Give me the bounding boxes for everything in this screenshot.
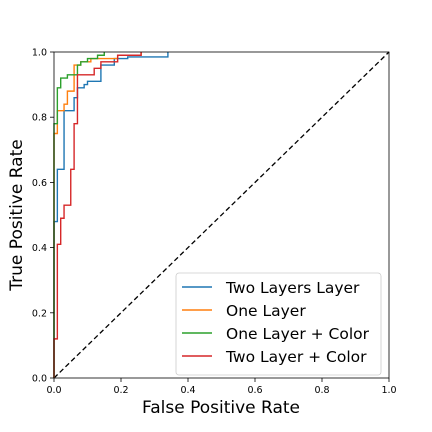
x-axis-label: False Positive Rate bbox=[142, 398, 300, 418]
series-line-1 bbox=[53, 52, 169, 378]
y-tick-label: 0.8 bbox=[32, 113, 47, 124]
plot-area bbox=[53, 51, 390, 379]
y-tick-label: 0.4 bbox=[32, 243, 47, 254]
x-tick-label: 0.0 bbox=[46, 385, 61, 396]
series-line-2 bbox=[53, 52, 142, 378]
y-axis-label: True Positive Rate bbox=[7, 139, 27, 291]
y-tick-label: 0.0 bbox=[32, 374, 47, 385]
legend: Two Layers Layer One Layer One Layer + Col… bbox=[175, 272, 382, 376]
x-tick-label: 0.2 bbox=[113, 385, 128, 396]
legend-box bbox=[175, 272, 382, 376]
y-tick-label: 1.0 bbox=[32, 48, 47, 59]
x-tick-label: 0.6 bbox=[247, 385, 262, 396]
x-axis-ticks: 0.0 0.2 0.4 0.6 0.8 1.0 bbox=[46, 378, 397, 396]
y-tick-label: 0.2 bbox=[32, 308, 47, 319]
plot-frame bbox=[53, 51, 390, 379]
x-tick-label: 0.8 bbox=[314, 385, 329, 396]
x-tick-label: 0.4 bbox=[180, 385, 195, 396]
legend-label: One Layer bbox=[226, 302, 306, 320]
series-line-3 bbox=[53, 52, 105, 378]
legend-label: Two Layers Layer bbox=[225, 279, 360, 297]
y-axis-ticks: 0.0 0.2 0.4 0.6 0.8 1.0 bbox=[32, 48, 54, 385]
chance-diagonal-line bbox=[53, 51, 390, 379]
series-line-4 bbox=[53, 52, 142, 378]
legend-label: One Layer + Color bbox=[226, 325, 370, 343]
y-tick-label: 0.6 bbox=[32, 178, 47, 189]
x-tick-label: 1.0 bbox=[381, 385, 396, 396]
legend-label: Two Layer + Color bbox=[225, 348, 367, 366]
